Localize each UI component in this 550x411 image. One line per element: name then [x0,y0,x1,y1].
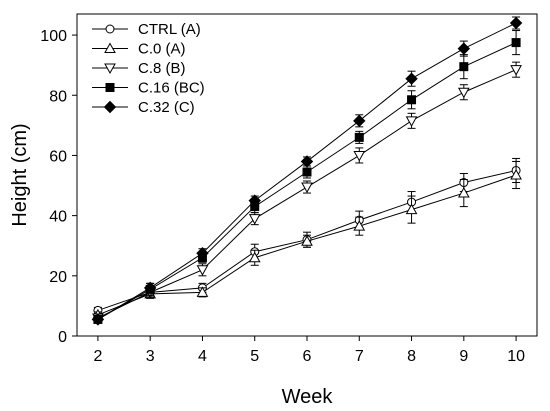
data-point [353,150,366,162]
y-tick-label: 0 [58,329,67,346]
data-point [301,182,313,194]
x-tick-label: 7 [355,348,364,365]
data-point [407,95,417,105]
y-tick-label: 80 [49,88,67,105]
legend-marker [105,24,115,34]
y-axis-title: Height (cm) [9,123,31,226]
legend-label: CTRL (A) [138,21,201,38]
x-axis-ticks: 2 3 4 5 6 7 8 9 10 [93,336,525,365]
data-point [301,235,313,246]
data-point [510,65,522,76]
x-tick-label: 4 [198,348,207,365]
data-point [354,132,364,142]
data-point [248,251,261,263]
y-axis-ticks: 0 20 40 60 80 100 [40,28,77,346]
y-tick-label: 20 [49,269,67,286]
data-point [248,194,261,207]
x-tick-label: 6 [303,348,312,365]
x-tick-label: 10 [507,348,525,365]
x-tick-label: 9 [459,348,468,365]
legend: CTRL (A) C.0 (A) C.8 (B) C.16 (BC) C.32 (C) [92,21,205,116]
x-tick-label: 8 [407,348,416,365]
data-point [405,203,418,215]
x-axis-title: Week [282,386,334,408]
data-point [405,72,418,85]
legend-marker [105,83,115,92]
data-point [353,114,366,128]
y-tick-label: 40 [49,209,67,226]
y-tick-label: 60 [49,148,67,165]
data-point [405,116,418,127]
x-tick-label: 2 [93,348,102,365]
data-point [457,42,471,55]
data-point [457,187,470,198]
data-point [353,220,366,231]
data-point [511,38,521,48]
data-point [457,87,470,99]
series-layer [91,16,523,326]
legend-label: C.16 (BC) [138,80,205,97]
x-tick-label: 3 [146,348,155,365]
data-point [459,62,469,72]
data-point [300,155,314,168]
data-point [143,281,157,295]
y-tick-label: 100 [40,28,67,45]
legend-marker [103,100,117,114]
legend-marker [104,42,116,53]
data-point [510,168,522,180]
data-point [196,247,209,260]
data-point [91,313,105,326]
data-point [248,214,261,225]
data-point [196,265,209,276]
legend-label: C.0 (A) [138,41,186,58]
legend-label: C.32 (C) [138,99,195,116]
data-point [196,286,209,297]
series-4 [91,16,523,326]
legend-marker [104,63,116,75]
data-point [509,16,523,30]
x-tick-label: 5 [250,348,259,365]
data-point [302,167,312,177]
legend-label: C.8 (B) [138,60,186,77]
